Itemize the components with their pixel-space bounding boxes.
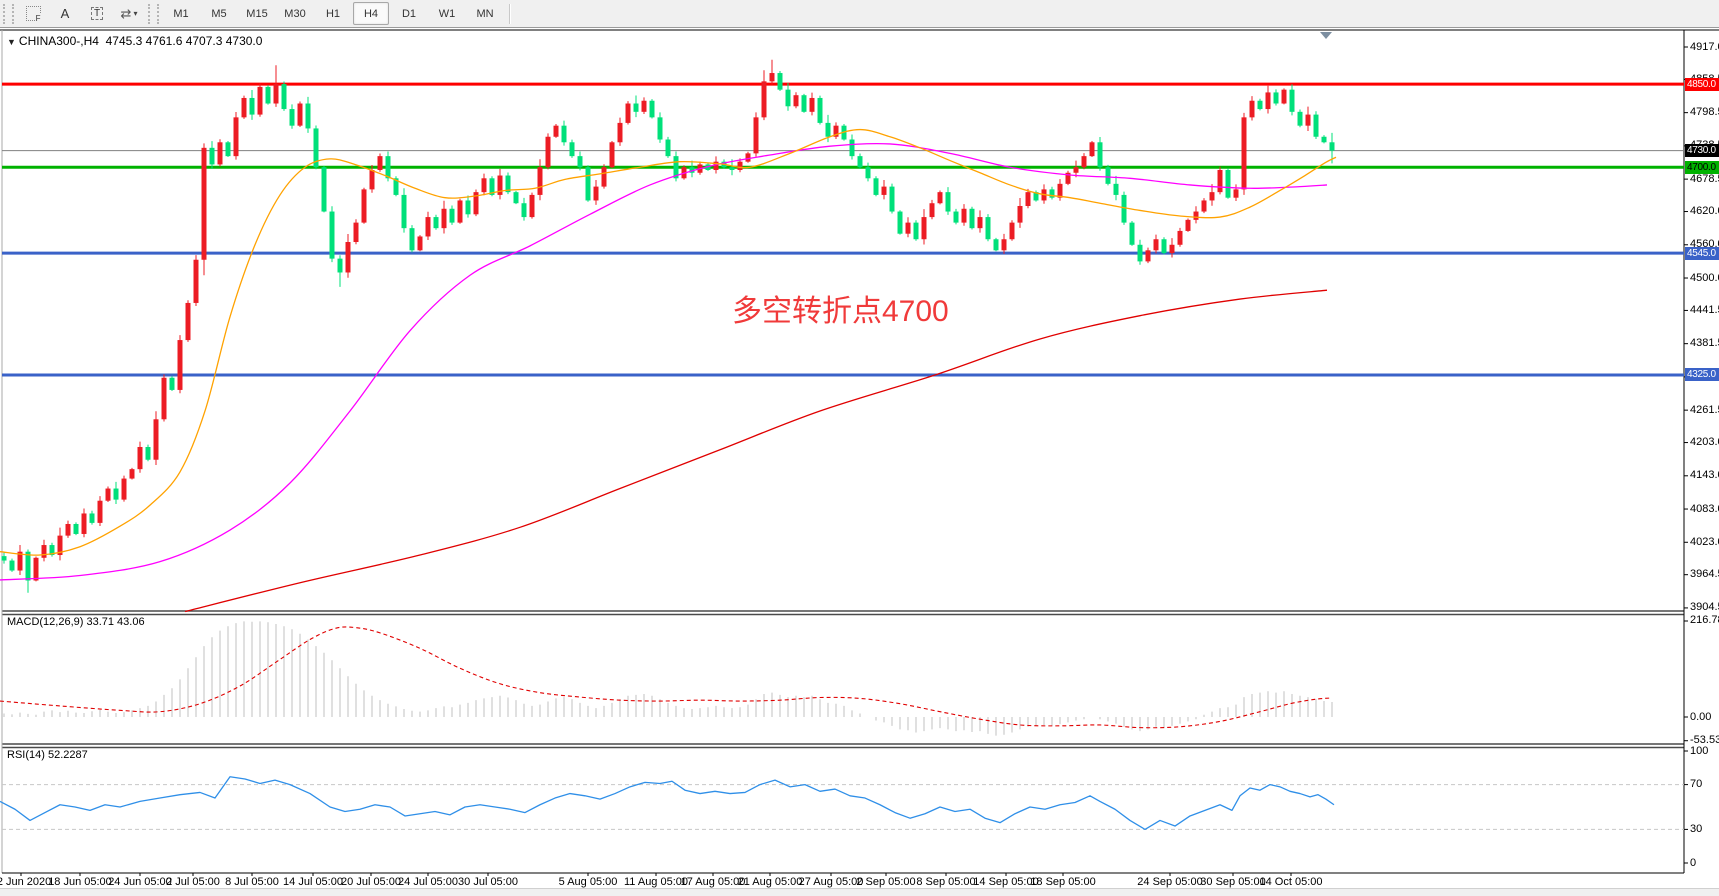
date-tick-label: 24 Sep 05:00 bbox=[1137, 876, 1203, 888]
text-label-button[interactable]: A bbox=[49, 2, 81, 25]
toolbar-grip-2[interactable] bbox=[148, 3, 159, 24]
rsi-scale-label: 30 bbox=[1690, 822, 1703, 835]
timeframe-button-mn[interactable]: MN bbox=[476, 7, 494, 20]
price-badge-4850.0: 4850.0 bbox=[1685, 77, 1719, 91]
timeframe-button-m1[interactable]: M1 bbox=[173, 7, 189, 20]
price-tick-label: 4083.0 bbox=[1690, 502, 1719, 515]
price-tick-label: 4203.0 bbox=[1690, 436, 1719, 449]
rsi-scale-label: 100 bbox=[1690, 744, 1709, 757]
chart-title: ▼ CHINA300-,H4 4745.3 4761.6 4707.3 4730.… bbox=[7, 34, 263, 48]
ma-mid-line bbox=[0, 142, 1328, 581]
timeframe-button-group: M1 M5 M15 M30 H1 H4 D1 W1 MN bbox=[162, 2, 504, 25]
price-tick-label: 4441.5 bbox=[1690, 303, 1719, 316]
chart-shift-marker-icon[interactable] bbox=[1320, 32, 1332, 39]
chart-annotation-text: 多空转折点4700 bbox=[732, 295, 949, 328]
macd-signal-line bbox=[0, 626, 1333, 729]
timeframe-button-m30[interactable]: M30 bbox=[284, 7, 306, 20]
date-tick-label: 21 Aug 05:00 bbox=[737, 876, 803, 888]
macd-scale-label: 0.00 bbox=[1690, 710, 1712, 723]
date-tick-label: 12 Jun 2020 bbox=[0, 876, 52, 888]
date-tick-label: 11 Aug 05:00 bbox=[623, 876, 689, 888]
date-tick-label: 8 Jul 05:00 bbox=[225, 876, 279, 888]
date-tick-label: 2 Sep 05:00 bbox=[856, 876, 916, 888]
ohlc-values: 4745.3 4761.6 4707.3 4730.0 bbox=[105, 34, 263, 48]
date-tick-label: 24 Jun 05:00 bbox=[108, 876, 172, 888]
status-bar bbox=[0, 888, 1719, 896]
date-tick-label: 8 Sep 05:00 bbox=[916, 876, 976, 888]
macd-indicator-label: MACD(12,26,9) 33.71 43.06 bbox=[7, 616, 145, 628]
price-tick-label: 4381.5 bbox=[1690, 337, 1719, 350]
symbol-dropdown-icon[interactable]: ▼ bbox=[7, 37, 16, 47]
cycle-lines-button[interactable]: ⇄ ▾ bbox=[113, 2, 145, 25]
indicator-list-button[interactable]: F bbox=[17, 2, 49, 25]
price-tick-label: 4798.5 bbox=[1690, 106, 1719, 119]
text-box-icon: T bbox=[90, 7, 104, 20]
price-tick-label: 4143.0 bbox=[1690, 469, 1719, 482]
price-badge-4325.0: 4325.0 bbox=[1685, 368, 1719, 382]
macd-scale-label: -53.53 bbox=[1690, 734, 1719, 747]
rsi-scale-label: 0 bbox=[1690, 856, 1697, 869]
macd-scale-label: 216.78 bbox=[1690, 614, 1719, 627]
date-tick-label: 14 Oct 05:00 bbox=[1259, 876, 1323, 888]
timeframe-button-d1[interactable]: D1 bbox=[401, 7, 417, 20]
text-box-button[interactable]: T bbox=[81, 2, 113, 25]
chevron-down-icon: ▾ bbox=[133, 9, 138, 18]
timeframe-button-h4[interactable]: H4 bbox=[353, 2, 389, 25]
price-badge-4730.0: 4730.0 bbox=[1685, 144, 1719, 158]
timeframe-button-m5[interactable]: M5 bbox=[211, 7, 227, 20]
timeframe-button-h1[interactable]: H1 bbox=[325, 7, 341, 20]
ma-fast-line bbox=[0, 128, 1337, 556]
date-tick-label: 2 Jul 05:00 bbox=[166, 876, 220, 888]
timeframe-button-m15[interactable]: M15 bbox=[246, 7, 268, 20]
indicator-grid-icon: F bbox=[25, 6, 41, 23]
date-tick-label: 18 Sep 05:00 bbox=[1030, 876, 1096, 888]
price-badge-4700.0: 4700.0 bbox=[1685, 160, 1719, 174]
price-tick-label: 4917.0 bbox=[1690, 40, 1719, 53]
price-badge-4545.0: 4545.0 bbox=[1685, 246, 1719, 260]
rsi-line bbox=[0, 776, 1335, 831]
date-tick-label: 14 Sep 05:00 bbox=[973, 876, 1039, 888]
date-tick-label: 30 Sep 05:00 bbox=[1200, 876, 1266, 888]
price-tick-label: 4500.0 bbox=[1690, 271, 1719, 284]
date-tick-label: 27 Aug 05:00 bbox=[798, 876, 864, 888]
price-tick-label: 3904.5 bbox=[1690, 601, 1719, 614]
toolbar: F A T ⇄ ▾ M1 M5 M15 M30 H1 H4 D1 W1 MN bbox=[0, 0, 1719, 28]
date-tick-label: 14 Jul 05:00 bbox=[283, 876, 343, 888]
timeframe-button-w1[interactable]: W1 bbox=[438, 7, 456, 20]
toolbar-separator bbox=[509, 3, 510, 24]
date-tick-label: 17 Aug 05:00 bbox=[680, 876, 746, 888]
text-label-icon: A bbox=[60, 6, 70, 21]
price-tick-label: 4620.0 bbox=[1690, 205, 1719, 218]
date-tick-label: 18 Jun 05:00 bbox=[48, 876, 112, 888]
date-tick-label: 30 Jul 05:00 bbox=[458, 876, 518, 888]
date-tick-label: 5 Aug 05:00 bbox=[558, 876, 618, 888]
date-tick-label: 20 Jul 05:00 bbox=[341, 876, 401, 888]
price-tick-label: 4261.5 bbox=[1690, 403, 1719, 416]
price-tick-label: 3964.5 bbox=[1690, 568, 1719, 581]
toolbar-grip[interactable] bbox=[3, 3, 14, 24]
cycle-lines-icon: ⇄ bbox=[120, 5, 132, 21]
ma-slow-line bbox=[184, 289, 1328, 613]
rsi-indicator-label: RSI(14) 52.2287 bbox=[7, 749, 88, 761]
price-tick-label: 4678.5 bbox=[1690, 172, 1719, 185]
date-tick-label: 24 Jul 05:00 bbox=[398, 876, 458, 888]
price-tick-label: 4023.0 bbox=[1690, 535, 1719, 548]
rsi-scale-label: 70 bbox=[1690, 778, 1703, 791]
